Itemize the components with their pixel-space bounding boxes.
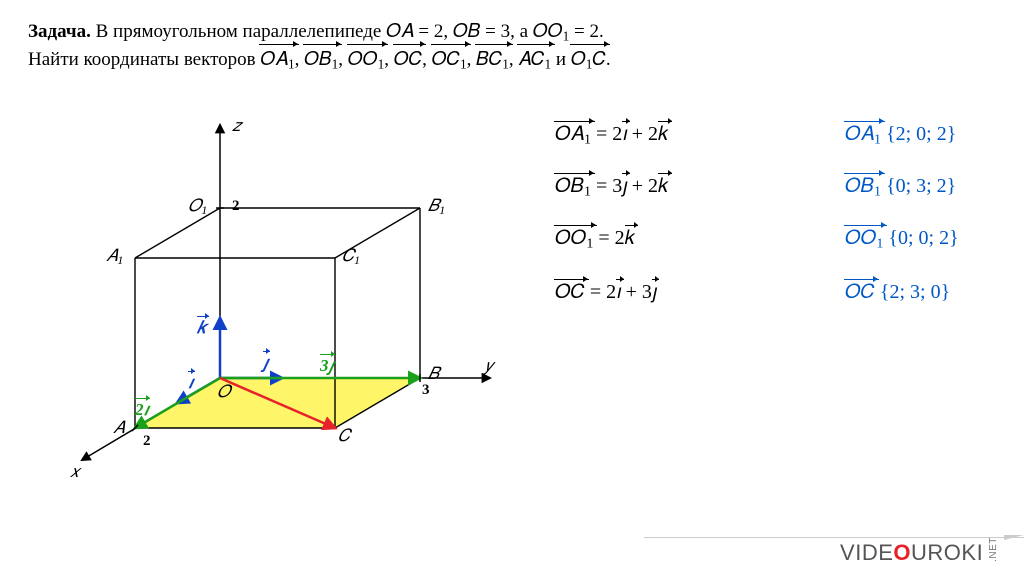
result-row: 𝑂𝑂1 = 2𝑘 𝑂𝑂1 {0; 0; 2} <box>555 214 959 266</box>
tick-x-2: 2 <box>143 433 151 450</box>
label-B: 𝐵 <box>428 364 439 384</box>
vec-BC1: 𝐵𝐶1 <box>476 46 509 74</box>
result-row: 𝑂𝐵1 = 3𝚥 + 2𝑘 𝑂𝐵1 {0; 3; 2} <box>555 162 959 214</box>
axis-y-label: 𝑦 <box>485 356 493 376</box>
result-row: 𝑂𝐴1 = 2𝚤 + 2𝑘 𝑂𝐴1 {2; 0; 2} <box>555 110 959 162</box>
results-list: 𝑂𝐴1 = 2𝚤 + 2𝑘 𝑂𝐴1 {2; 0; 2} 𝑂𝐵1 = 3𝚥 + 2… <box>555 110 959 318</box>
label-k: 𝑘 <box>197 318 206 338</box>
tick-y-3: 3 <box>422 382 430 399</box>
vec-OA1: 𝑂𝐴1 <box>260 46 294 74</box>
vec-AC1: 𝐴𝐶1 <box>518 46 551 74</box>
tick-z-2: 2 <box>232 198 240 215</box>
label-C: 𝐶 <box>338 426 350 446</box>
label-3j: 3𝚥 <box>320 356 332 376</box>
label-B1: 𝐵1 <box>428 196 445 218</box>
axis-z-label: 𝑧 <box>232 116 241 136</box>
vec-OO1: 𝑂𝑂1 <box>348 46 384 74</box>
axis-x-label: 𝑥 <box>70 462 79 482</box>
diagram-svg <box>20 100 540 520</box>
result-coords: 𝑂𝐵1 {0; 3; 2} <box>845 175 956 201</box>
parallelepiped-diagram: 𝑧 𝑦 𝑥 𝑂 𝐵 𝐴 𝐶 𝑂1 𝐵1 𝐴1 𝐶1 𝚤 𝚥 𝑘 2𝚤 3𝚥 2 … <box>20 100 540 520</box>
vec-OC: 𝑂𝐶 <box>394 46 422 74</box>
label-O: 𝑂 <box>217 382 230 402</box>
result-coords: 𝑂𝑂1 {0; 0; 2} <box>845 227 959 253</box>
vec-OC1: 𝑂𝐶1 <box>432 46 467 74</box>
vec-OB1: 𝑂𝐵1 <box>304 46 338 74</box>
result-row: 𝑂𝐶 = 2𝚤 + 3𝚥 𝑂𝐶 {2; 3; 0} <box>555 266 959 318</box>
problem-statement: Задача. В прямоугольном параллелепипеде … <box>28 18 611 73</box>
vec-O1C: 𝑂1𝐶 <box>571 46 606 74</box>
result-expr: 𝑂𝐴1 = 2𝚤 + 2𝑘 <box>555 123 845 149</box>
result-coords: 𝑂𝐶 {2; 3; 0} <box>845 281 950 304</box>
label-O1: 𝑂1 <box>188 196 207 218</box>
result-coords: 𝑂𝐴1 {2; 0; 2} <box>845 123 956 149</box>
label-2i: 2𝚤 <box>135 400 147 420</box>
result-expr: 𝑂𝐵1 = 3𝚥 + 2𝑘 <box>555 175 845 201</box>
footer-line <box>644 537 1024 538</box>
result-expr: 𝑂𝑂1 = 2𝑘 <box>555 227 845 253</box>
problem-title: Задача. <box>28 21 91 42</box>
label-j: 𝚥 <box>263 353 267 373</box>
brand-logo: VIDEOUROKI.NET <box>840 540 1006 566</box>
result-expr: 𝑂𝐶 = 2𝚤 + 3𝚥 <box>555 281 845 304</box>
label-A1: 𝐴1 <box>106 246 123 268</box>
label-C1: 𝐶1 <box>342 246 360 268</box>
label-A: 𝐴 <box>113 418 124 438</box>
label-i: 𝚤 <box>188 373 192 393</box>
